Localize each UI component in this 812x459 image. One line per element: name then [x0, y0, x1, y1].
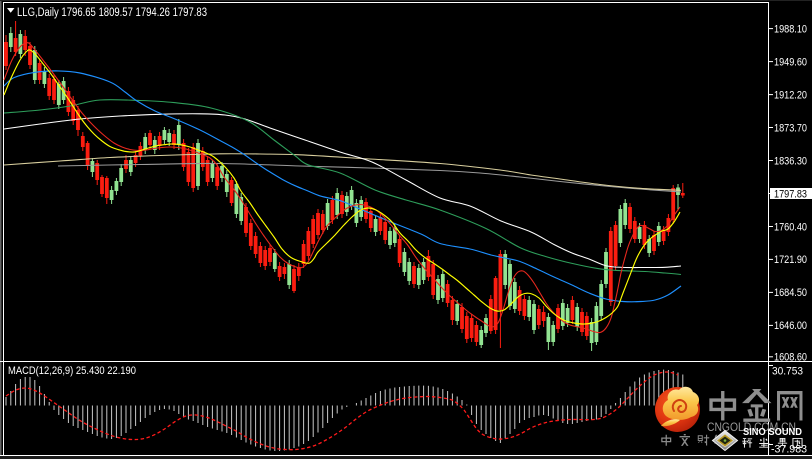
svg-text:1949.60: 1949.60: [774, 56, 807, 68]
svg-text:1646.00: 1646.00: [774, 320, 807, 332]
svg-text:1760.40: 1760.40: [774, 221, 807, 233]
svg-text:1797.83: 1797.83: [774, 188, 807, 200]
svg-text:CNGOLD.COM.CN: CNGOLD.COM.CN: [707, 420, 796, 434]
svg-text:1721.90: 1721.90: [774, 254, 807, 266]
svg-text:1873.70: 1873.70: [774, 122, 807, 134]
svg-text:LLG,Daily 1796.65 1809.57 179: LLG,Daily 1796.65 1809.57 1794.26 1797.8…: [17, 7, 207, 19]
svg-text:MACD(12,26,9) 25.430 22.190: MACD(12,26,9) 25.430 22.190: [8, 365, 136, 377]
svg-text:30.753: 30.753: [772, 365, 803, 377]
svg-text:1912.20: 1912.20: [774, 89, 807, 101]
svg-text:1836.30: 1836.30: [774, 155, 807, 167]
svg-text:1608.60: 1608.60: [774, 352, 807, 364]
svg-text:1684.50: 1684.50: [774, 287, 807, 299]
svg-text:SINO SOUND: SINO SOUND: [743, 426, 802, 438]
svg-text:1988.10: 1988.10: [774, 23, 807, 35]
